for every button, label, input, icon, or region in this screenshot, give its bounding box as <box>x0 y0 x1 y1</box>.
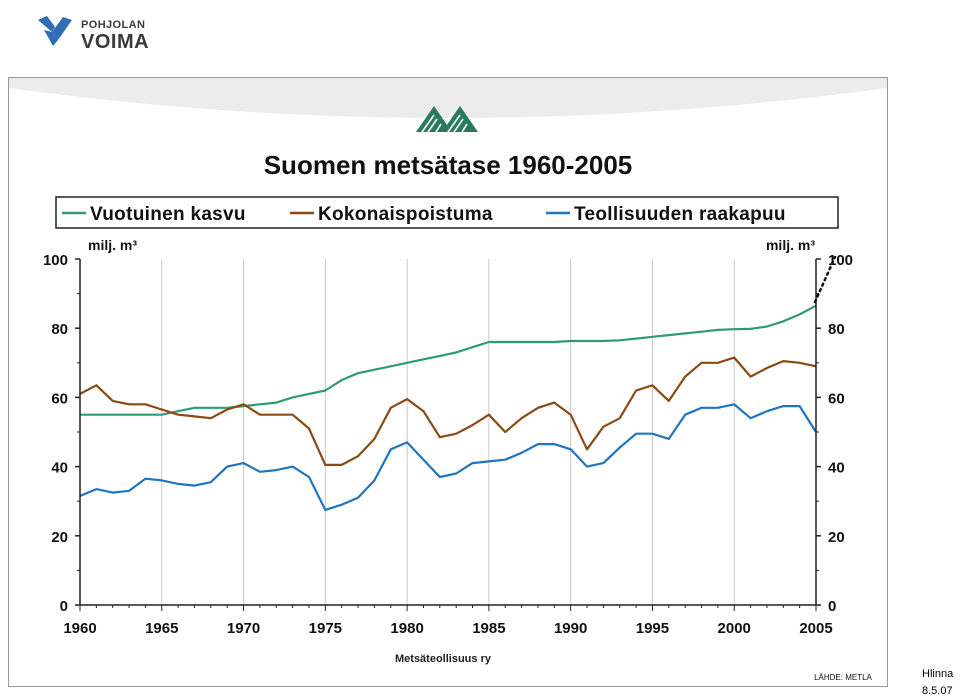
series-line-3 <box>79 403 817 511</box>
x-tick-label-1965: 1965 <box>145 620 178 637</box>
header-arc-shape <box>9 78 887 118</box>
legend-label-1: Vuotuinen kasvu <box>90 204 246 225</box>
y-tick-label-right-60: 60 <box>828 390 845 407</box>
y-tick-label-right-0: 0 <box>828 598 836 615</box>
y-unit-label-right: milj. m³ <box>766 237 815 253</box>
y-tick-label-left-20: 20 <box>51 529 68 546</box>
footer-author: Hlinna <box>922 668 954 680</box>
x-tick-label-2000: 2000 <box>718 620 751 637</box>
x-tick-label-2005: 2005 <box>799 620 832 637</box>
chart-title: Suomen metsätase 1960-2005 <box>264 150 633 180</box>
legend-label-2: Kokonaispoistuma <box>318 204 493 225</box>
y-tick-label-left-40: 40 <box>51 460 68 477</box>
logo-line1: POHJOLAN <box>81 19 145 31</box>
chart-grid <box>161 259 817 605</box>
tree-logo-icon <box>416 106 478 133</box>
series-line-2 <box>79 356 817 466</box>
forest-balance-chart: Suomen metsätase 1960-2005 Vuotuinen kas… <box>9 78 887 682</box>
y-tick-label-right-80: 80 <box>828 321 845 338</box>
series-lines <box>79 304 817 511</box>
y-tick-label-right-40: 40 <box>828 460 845 477</box>
y-tick-label-right-100: 100 <box>828 252 853 269</box>
pohjolan-voima-logo: POHJOLAN VOIMA <box>38 16 149 53</box>
logo-mark-right-shape <box>52 17 72 40</box>
chart-axes: 0 0 20 20 40 40 60 60 80 80 100 100 1960 1965 1970 1975… <box>43 252 853 637</box>
source-label: Metsäteollisuus ry <box>395 653 492 665</box>
series-line-1 <box>80 304 817 416</box>
logo-mark-left-shape <box>38 16 55 32</box>
y-tick-label-left-60: 60 <box>51 390 68 407</box>
chart-panel: Suomen metsätase 1960-2005 Vuotuinen kas… <box>8 77 888 687</box>
x-tick-label-1995: 1995 <box>636 620 669 637</box>
x-tick-label-1985: 1985 <box>472 620 505 637</box>
x-tick-label-1980: 1980 <box>390 620 423 637</box>
logo-mark-bottom-shape <box>44 30 58 46</box>
logo-line2: VOIMA <box>81 31 149 53</box>
y-tick-label-left-0: 0 <box>60 598 68 615</box>
y-unit-label-left: milj. m³ <box>88 237 137 253</box>
x-tick-label-1975: 1975 <box>309 620 342 637</box>
x-tick-label-1970: 1970 <box>227 620 260 637</box>
legend-box <box>55 196 839 229</box>
legend-label-3: Teollisuuden raakapuu <box>574 204 786 225</box>
x-tick-label-1990: 1990 <box>554 620 587 637</box>
x-tick-label-1960: 1960 <box>63 620 96 637</box>
y-tick-label-left-100: 100 <box>43 252 68 269</box>
y-tick-label-right-20: 20 <box>828 529 845 546</box>
y-tick-label-left-80: 80 <box>51 321 68 338</box>
dotted-extension-line <box>813 255 837 304</box>
footer-date: 8.5.07 <box>922 685 953 697</box>
logo-mark-icon <box>38 16 72 46</box>
legend: Vuotuinen kasvu Kokonaispoistuma Teollisuu… <box>62 204 786 225</box>
source-note: LÄHDE: METLA <box>814 673 872 682</box>
